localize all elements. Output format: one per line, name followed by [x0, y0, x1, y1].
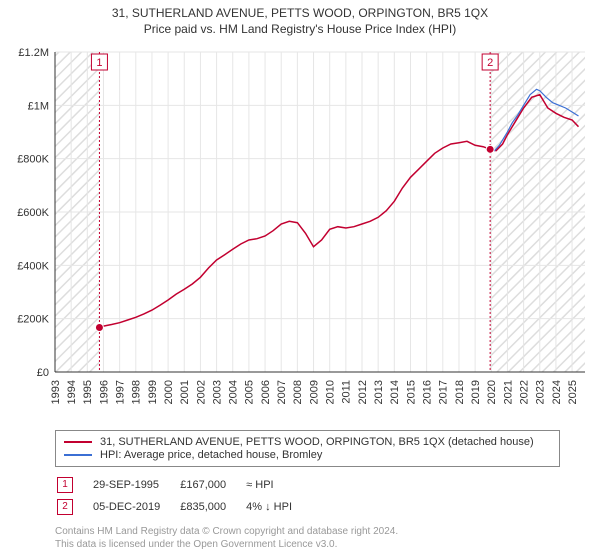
svg-text:2023: 2023	[535, 380, 547, 404]
svg-text:2018: 2018	[454, 380, 466, 404]
legend: 31, SUTHERLAND AVENUE, PETTS WOOD, ORPIN…	[55, 430, 560, 467]
svg-text:2011: 2011	[341, 380, 353, 404]
svg-text:2007: 2007	[276, 380, 288, 404]
hpi-comparison: ≈ HPI	[246, 475, 310, 495]
svg-text:2001: 2001	[179, 380, 191, 404]
svg-text:2012: 2012	[357, 380, 369, 404]
legend-swatch	[64, 454, 92, 456]
svg-text:1995: 1995	[82, 380, 94, 404]
marker-badge: 2	[57, 499, 73, 515]
legend-swatch	[64, 441, 92, 443]
svg-text:£800K: £800K	[17, 154, 49, 166]
svg-text:2016: 2016	[421, 380, 433, 404]
svg-text:2010: 2010	[325, 380, 337, 404]
svg-text:1997: 1997	[114, 380, 126, 404]
svg-text:£1M: £1M	[28, 100, 49, 112]
svg-text:1993: 1993	[50, 380, 62, 404]
sale-date: 29-SEP-1995	[93, 475, 178, 495]
svg-text:2013: 2013	[373, 380, 385, 404]
svg-text:2004: 2004	[228, 380, 240, 404]
svg-text:2014: 2014	[389, 380, 401, 404]
svg-text:2: 2	[487, 57, 493, 69]
svg-text:2006: 2006	[260, 380, 272, 404]
svg-text:2002: 2002	[195, 380, 207, 404]
svg-text:2025: 2025	[567, 380, 579, 404]
svg-text:2008: 2008	[292, 380, 304, 404]
svg-text:1996: 1996	[98, 380, 110, 404]
svg-text:2003: 2003	[211, 380, 223, 404]
legend-label: 31, SUTHERLAND AVENUE, PETTS WOOD, ORPIN…	[100, 436, 534, 448]
svg-text:£600K: £600K	[17, 207, 49, 219]
svg-text:2021: 2021	[502, 380, 514, 404]
svg-text:£400K: £400K	[17, 260, 49, 272]
page-subtitle: Price paid vs. HM Land Registry's House …	[0, 22, 600, 36]
legend-item-property: 31, SUTHERLAND AVENUE, PETTS WOOD, ORPIN…	[64, 436, 551, 448]
svg-text:2022: 2022	[518, 380, 530, 404]
svg-text:2000: 2000	[163, 380, 175, 404]
svg-text:2024: 2024	[551, 380, 563, 404]
legend-label: HPI: Average price, detached house, Brom…	[100, 449, 322, 461]
price-chart: £0 £200K £400K £600K £800K £1M £1.2M 1993 1994 19…	[0, 42, 600, 422]
sale-date: 05-DEC-2019	[93, 497, 178, 517]
svg-text:1999: 1999	[147, 380, 159, 404]
marker-badge: 1	[57, 477, 73, 493]
hpi-comparison: 4% ↓ HPI	[246, 497, 310, 517]
sale-price: £835,000	[180, 497, 244, 517]
svg-text:£0: £0	[37, 367, 49, 379]
sale-points-table: 1 29-SEP-1995 £167,000 ≈ HPI 2 05-DEC-20…	[55, 473, 312, 519]
svg-text:£200K: £200K	[17, 314, 49, 326]
svg-text:2017: 2017	[438, 380, 450, 404]
svg-text:1: 1	[96, 57, 102, 69]
svg-text:1998: 1998	[131, 380, 143, 404]
svg-text:2020: 2020	[486, 380, 498, 404]
page-title-address: 31, SUTHERLAND AVENUE, PETTS WOOD, ORPIN…	[0, 6, 600, 20]
table-row: 2 05-DEC-2019 £835,000 4% ↓ HPI	[57, 497, 310, 517]
svg-text:1994: 1994	[66, 380, 78, 404]
sale-price: £167,000	[180, 475, 244, 495]
legend-item-hpi: HPI: Average price, detached house, Brom…	[64, 449, 551, 461]
svg-text:2015: 2015	[405, 380, 417, 404]
footer-attribution: Contains HM Land Registry data © Crown c…	[55, 525, 560, 551]
svg-text:2019: 2019	[470, 380, 482, 404]
svg-text:£1.2M: £1.2M	[18, 47, 49, 59]
svg-text:2005: 2005	[244, 380, 256, 404]
table-row: 1 29-SEP-1995 £167,000 ≈ HPI	[57, 475, 310, 495]
svg-text:2009: 2009	[308, 380, 320, 404]
